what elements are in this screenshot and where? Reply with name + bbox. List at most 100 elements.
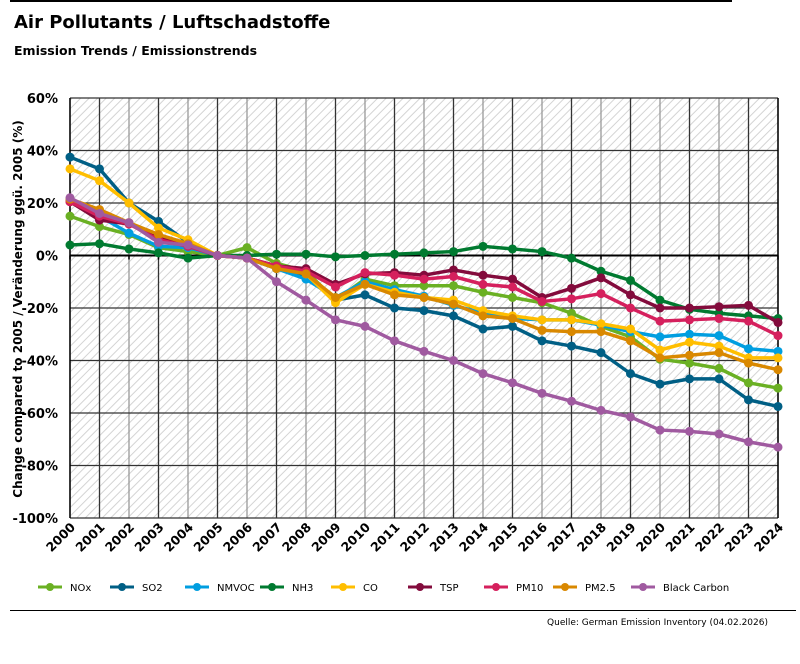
- data-point-so2: [154, 216, 163, 226]
- data-point-nox: [685, 358, 694, 368]
- data-point-so2: [744, 395, 753, 405]
- chart-title: Air Pollutants / Luftschadstoffe: [14, 12, 331, 33]
- x-tick-label: 2019: [603, 520, 638, 555]
- data-point-pm2-5: [685, 350, 694, 360]
- chart-subtitle: Emission Trends / Emissionstrends: [14, 43, 258, 58]
- data-point-pm10: [773, 331, 783, 341]
- data-point-nh3: [567, 253, 576, 263]
- data-point-pm10: [567, 294, 576, 304]
- data-point-pm10: [508, 282, 517, 292]
- legend-label: NOx: [70, 583, 91, 594]
- data-point-pm10: [331, 282, 340, 292]
- legend-marker: [193, 583, 201, 591]
- data-point-co: [567, 315, 576, 325]
- data-point-nmvoc: [744, 344, 753, 354]
- y-tick-label: 0%: [36, 250, 58, 265]
- data-point-black-carbon: [65, 193, 75, 203]
- data-point-black-carbon: [301, 295, 311, 305]
- data-point-so2: [449, 311, 458, 321]
- data-point-nh3: [360, 251, 370, 260]
- legend-marker: [118, 583, 126, 591]
- data-point-pm2-5: [419, 293, 429, 302]
- line-chart: Change compared to 2005 / Veränderung gg…: [11, 92, 786, 594]
- data-point-so2: [773, 401, 783, 411]
- data-point-so2: [508, 321, 517, 331]
- data-point-pm10: [714, 314, 724, 323]
- y-tick-label: 40%: [27, 145, 58, 160]
- data-point-black-carbon: [154, 237, 163, 247]
- data-point-so2: [626, 369, 635, 379]
- legend-marker: [268, 583, 276, 591]
- y-axis-label: Change compared to 2005 / Veränderung gg…: [11, 120, 25, 497]
- data-point-tsp: [685, 303, 694, 313]
- data-point-nh3: [272, 249, 281, 259]
- x-tick-label: 2009: [308, 520, 343, 555]
- data-point-pm2-5: [744, 358, 753, 368]
- data-point-tsp: [596, 273, 606, 283]
- legend-label: PM10: [516, 583, 543, 594]
- data-point-tsp: [655, 303, 665, 313]
- data-point-co: [596, 319, 606, 329]
- x-tick-label: 2017: [544, 520, 579, 555]
- data-point-black-carbon: [567, 396, 576, 406]
- data-point-pm2-5: [360, 279, 370, 289]
- data-point-black-carbon: [272, 277, 281, 287]
- y-tick-label: -60%: [21, 407, 58, 422]
- data-point-nox: [478, 287, 488, 297]
- data-point-black-carbon: [626, 412, 635, 422]
- data-point-so2: [655, 379, 665, 389]
- data-point-co: [773, 353, 783, 363]
- data-point-pm2-5: [655, 353, 665, 363]
- data-point-so2: [596, 348, 606, 358]
- legend-label: CO: [363, 583, 378, 594]
- legend-marker: [639, 583, 647, 591]
- data-point-black-carbon: [537, 388, 547, 398]
- data-point-pm2-5: [567, 327, 576, 337]
- data-point-pm10: [537, 296, 547, 306]
- data-point-nox: [714, 363, 724, 373]
- data-point-pm10: [685, 315, 694, 325]
- data-point-nox: [242, 243, 252, 253]
- data-point-tsp: [714, 302, 724, 312]
- data-point-so2: [567, 341, 576, 351]
- data-point-so2: [360, 290, 370, 300]
- y-tick-label: -40%: [21, 355, 58, 370]
- data-point-nh3: [95, 239, 104, 249]
- x-tick-label: 2022: [692, 520, 727, 555]
- data-point-nox: [744, 378, 753, 388]
- x-tick-label: 2004: [161, 519, 196, 554]
- data-point-nox: [773, 383, 783, 393]
- data-point-nh3: [65, 240, 75, 250]
- data-point-black-carbon: [744, 437, 753, 447]
- data-point-nmvoc: [124, 228, 134, 238]
- data-point-nh3: [655, 295, 665, 305]
- data-point-tsp: [567, 283, 576, 293]
- x-tick-label: 2002: [102, 520, 137, 555]
- data-point-pm2-5: [537, 325, 547, 335]
- x-tick-label: 2001: [72, 520, 107, 555]
- data-point-pm10: [596, 289, 606, 299]
- data-point-black-carbon: [419, 346, 429, 356]
- data-point-nh3: [537, 247, 547, 257]
- data-point-nh3: [596, 266, 606, 276]
- data-point-co: [714, 341, 724, 351]
- x-tick-label: 2023: [721, 520, 756, 555]
- x-tick-label: 2012: [397, 520, 432, 555]
- data-point-so2: [65, 152, 75, 162]
- data-point-nox: [508, 293, 517, 302]
- data-point-black-carbon: [508, 378, 517, 388]
- data-point-co: [154, 223, 163, 233]
- x-tick-label: 2018: [574, 520, 609, 555]
- data-point-nh3: [626, 275, 635, 285]
- data-point-pm2-5: [331, 293, 340, 302]
- y-tick-label: -100%: [12, 512, 58, 527]
- data-point-black-carbon: [596, 405, 606, 415]
- x-tick-label: 2007: [249, 520, 284, 555]
- data-point-nmvoc: [773, 346, 783, 356]
- data-point-pm2-5: [272, 264, 281, 274]
- data-point-black-carbon: [213, 251, 222, 260]
- data-point-tsp: [508, 274, 517, 284]
- data-point-nh3: [331, 252, 340, 262]
- data-point-tsp: [478, 270, 488, 280]
- data-point-black-carbon: [95, 209, 104, 218]
